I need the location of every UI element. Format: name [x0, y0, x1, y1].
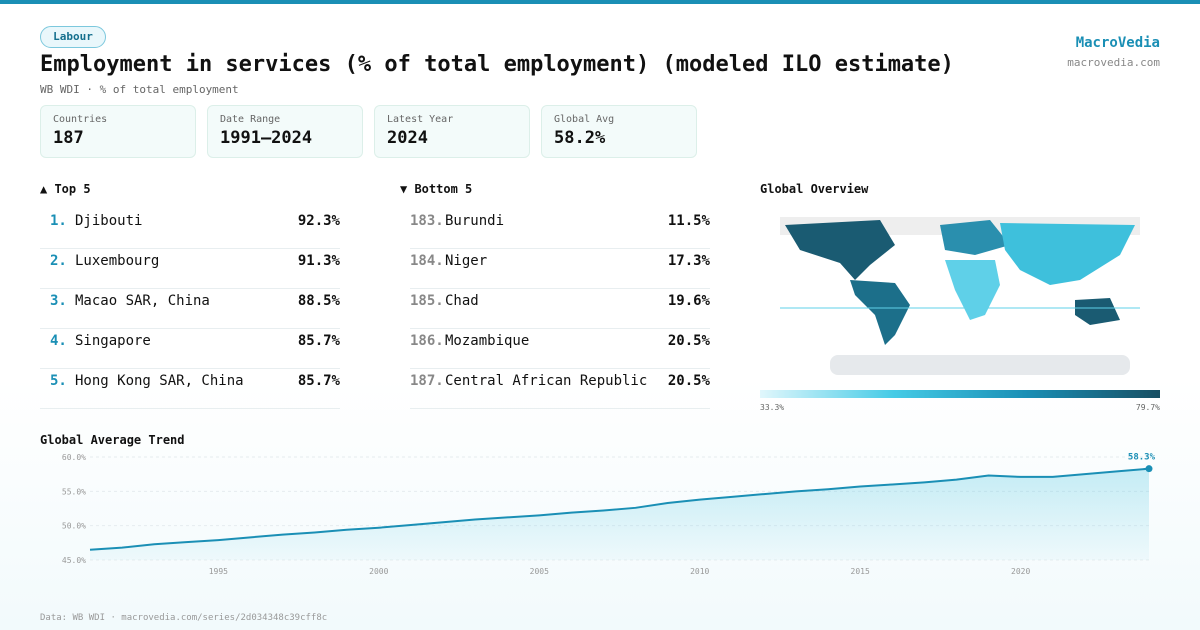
x-tick-label: 2010: [690, 567, 709, 576]
country: Mozambique: [445, 333, 530, 349]
rank: 1.: [50, 213, 67, 229]
stat-value: 2024: [387, 128, 428, 148]
row-value: 88.5%: [297, 293, 340, 309]
row-value: 19.6%: [667, 293, 710, 309]
country: Chad: [445, 293, 479, 309]
row-value: 11.5%: [667, 213, 710, 229]
rank: 5.: [50, 373, 67, 389]
value-label: 58.3%: [1128, 453, 1156, 463]
rank: 4.: [50, 333, 67, 349]
country: Niger: [445, 253, 488, 269]
stat-card: Global Avg 58.2%: [541, 105, 697, 158]
country: Hong Kong SAR, China: [75, 373, 244, 389]
row-value: 20.5%: [667, 373, 710, 389]
country: Singapore: [75, 333, 151, 349]
x-tick-label: 2000: [369, 567, 388, 576]
y-tick-label: 55.0%: [62, 487, 86, 496]
rank-row: 185. Chad 19.6%: [410, 288, 710, 329]
rank-row: 5. Hong Kong SAR, China 85.7%: [40, 368, 340, 409]
stat-label: Latest Year: [387, 114, 454, 125]
area: [90, 468, 1149, 560]
rank: 183.: [410, 213, 444, 229]
rank-row: 4. Singapore 85.7%: [40, 328, 340, 369]
scale-max: 79.7%: [1135, 403, 1160, 412]
rank-row: 186. Mozambique 20.5%: [410, 328, 710, 369]
stat-card: Countries 187: [40, 105, 196, 158]
rank: 3.: [50, 293, 67, 309]
rank-row: 184. Niger 17.3%: [410, 248, 710, 289]
y-tick-label: 50.0%: [62, 522, 86, 531]
bottom-title: ▼ Bottom 5: [400, 182, 473, 196]
world-map: [780, 217, 1140, 375]
scale-min: 33.3%: [760, 403, 785, 412]
x-tick-label: 2015: [851, 567, 870, 576]
map-land: [830, 355, 1130, 375]
chart: 45.0% 50.0% 55.0% 60.0% 1995 2000 2005 2010 2015…: [62, 453, 1156, 576]
rank-row: 1. Djibouti 92.3%: [40, 208, 340, 249]
row-value: 17.3%: [667, 253, 710, 269]
x-tick-label: 2005: [530, 567, 549, 576]
footer: Data: WB WDI · macrovedia.com/series/2d0…: [40, 613, 328, 623]
rank: 186.: [410, 333, 444, 349]
map-land: [1075, 298, 1120, 325]
row-value: 92.3%: [297, 213, 340, 229]
page-title: Employment in services (% of total emplo…: [40, 52, 954, 77]
category-tag[interactable]: Labour: [40, 26, 106, 48]
country: Djibouti: [75, 213, 143, 229]
brand[interactable]: MacroVedia: [1075, 35, 1160, 51]
country: Luxembourg: [75, 253, 160, 269]
line: [89, 467, 1150, 551]
country: Macao SAR, China: [75, 293, 210, 309]
site: macrovedia.com: [1067, 56, 1160, 69]
row-value: 85.7%: [297, 333, 340, 349]
map-land: [1000, 223, 1135, 285]
stat-label: Global Avg: [554, 114, 615, 125]
x-tick-label: 2020: [1011, 567, 1030, 576]
rank: 185.: [410, 293, 444, 309]
stat-label: Date Range: [220, 114, 281, 125]
rank-row: 187. Central African Republic 20.5%: [410, 368, 710, 409]
rank: 2.: [50, 253, 67, 269]
chart-title: Global Average Trend: [40, 433, 185, 447]
map-title: Global Overview: [760, 182, 869, 196]
stat-value: 187: [53, 128, 84, 148]
top-title: ▲ Top 5: [40, 182, 91, 196]
rank: 187.: [410, 373, 444, 389]
rank-row: 3. Macao SAR, China 88.5%: [40, 288, 340, 329]
map-land: [945, 260, 1000, 320]
stat-value: 58.2%: [554, 128, 606, 148]
rank: 184.: [410, 253, 444, 269]
stat-card: Date Range 1991–2024: [207, 105, 363, 158]
top-bar: [0, 0, 1200, 4]
map-land: [785, 220, 895, 280]
map-land: [850, 280, 910, 345]
y-tick-label: 45.0%: [62, 556, 86, 565]
map-land: [940, 220, 1010, 255]
row-value: 85.7%: [297, 373, 340, 389]
stat-card: Latest Year 2024: [374, 105, 530, 158]
stat-label: Countries: [53, 114, 108, 125]
color-scale: [760, 390, 1160, 398]
x-tick-label: 1995: [209, 567, 228, 576]
row-value: 20.5%: [667, 333, 710, 349]
country: Burundi: [445, 213, 505, 229]
stat-value: 1991–2024: [220, 128, 313, 148]
subtitle: WB WDI · % of total employment: [40, 83, 239, 96]
row-value: 91.3%: [297, 253, 340, 269]
y-tick-label: 60.0%: [62, 453, 86, 462]
rank-row: 2. Luxembourg 91.3%: [40, 248, 340, 289]
rank-row: 183. Burundi 11.5%: [410, 208, 710, 249]
end-point: [1145, 465, 1153, 473]
country: Central African Republic: [445, 373, 648, 389]
